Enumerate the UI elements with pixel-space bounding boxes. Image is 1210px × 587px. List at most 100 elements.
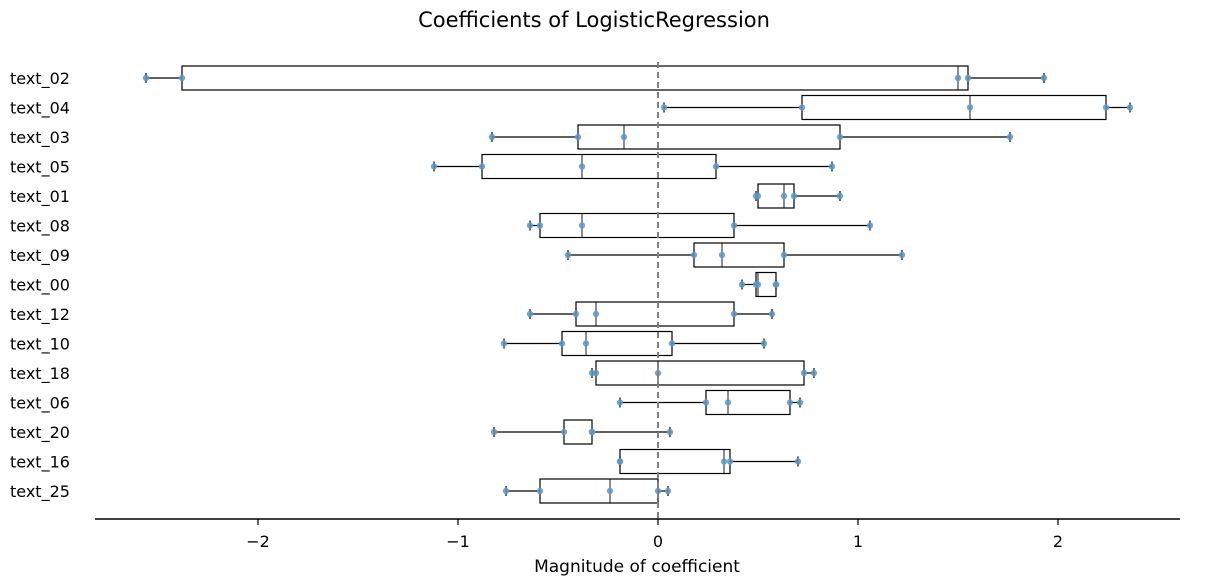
box-text_16 xyxy=(616,448,802,475)
y-tick-label: text_16 xyxy=(10,453,70,473)
data-point xyxy=(430,163,438,170)
y-tick-label: text_20 xyxy=(10,423,70,443)
box-text_01 xyxy=(752,183,844,209)
y-tick-label: text_18 xyxy=(10,364,70,384)
box-text_25 xyxy=(502,478,672,504)
data-point xyxy=(760,340,768,347)
data-point xyxy=(572,310,580,318)
data-point xyxy=(616,458,624,465)
box-text_02 xyxy=(142,65,1048,91)
box-text_05 xyxy=(430,153,836,180)
data-point xyxy=(800,369,808,377)
y-tick-label: text_03 xyxy=(10,128,70,148)
data-point xyxy=(702,399,710,406)
iqr-box xyxy=(563,419,593,445)
data-point xyxy=(712,163,720,170)
x-tick-label: 2 xyxy=(1053,532,1063,551)
data-point xyxy=(666,428,674,436)
data-point xyxy=(500,340,508,347)
data-point xyxy=(178,74,186,82)
iqr-box xyxy=(181,65,969,91)
data-point xyxy=(1102,104,1110,111)
iqr-box xyxy=(619,448,731,475)
data-point xyxy=(954,74,962,82)
y-tick-label: text_09 xyxy=(10,246,70,266)
data-point xyxy=(810,369,818,377)
data-point xyxy=(718,251,726,259)
data-point xyxy=(690,251,698,259)
y-tick-label: text_00 xyxy=(10,276,70,296)
iqr-box xyxy=(577,124,841,150)
y-tick-label: text_04 xyxy=(10,99,70,119)
y-axis-tick-labels: text_02 text_04 text_03 text_05 text_01 text_… xyxy=(10,69,70,502)
data-point xyxy=(606,487,614,495)
data-point xyxy=(754,281,762,288)
data-point xyxy=(828,163,836,170)
data-point xyxy=(720,458,728,465)
data-point xyxy=(836,133,844,141)
iqr-box xyxy=(575,301,735,327)
data-point xyxy=(574,133,582,141)
box-text_08 xyxy=(526,212,874,239)
data-point xyxy=(616,399,624,406)
x-tick-label: −2 xyxy=(246,532,270,551)
data-point xyxy=(654,487,662,495)
x-axis-ticks: −2 −1 0 1 2 xyxy=(246,519,1063,551)
data-point xyxy=(866,222,874,229)
box-text_18 xyxy=(588,360,818,386)
data-point xyxy=(836,192,844,200)
data-point xyxy=(620,133,628,141)
data-point xyxy=(490,428,498,436)
iqr-box xyxy=(539,212,735,239)
data-point xyxy=(592,369,600,377)
data-point xyxy=(558,340,566,347)
data-point xyxy=(796,399,804,406)
data-point xyxy=(898,251,906,259)
data-point xyxy=(786,399,794,406)
box-text_04 xyxy=(660,94,1134,121)
data-point xyxy=(588,428,596,436)
data-point xyxy=(798,104,806,111)
data-point xyxy=(726,458,734,465)
x-axis-label: Magnitude of coefficient xyxy=(534,557,740,577)
data-point xyxy=(578,163,586,170)
data-point xyxy=(730,310,738,318)
y-tick-label: text_12 xyxy=(10,305,70,325)
box-text_06 xyxy=(616,389,804,416)
box-text_10 xyxy=(500,330,768,357)
y-tick-label: text_06 xyxy=(10,394,70,414)
x-tick-label: 0 xyxy=(653,532,663,551)
y-tick-label: text_08 xyxy=(10,217,70,237)
data-point xyxy=(502,487,510,495)
data-point xyxy=(780,192,788,200)
box-text_09 xyxy=(564,242,906,268)
box-text_12 xyxy=(526,301,776,327)
data-point xyxy=(142,74,150,82)
data-point xyxy=(668,340,676,347)
data-point xyxy=(1040,74,1048,82)
data-point xyxy=(564,251,572,259)
data-point xyxy=(754,192,762,200)
box-text_03 xyxy=(488,124,1014,150)
box-text_20 xyxy=(490,419,674,445)
data-point xyxy=(526,222,534,229)
data-point xyxy=(536,487,544,495)
data-point xyxy=(780,251,788,259)
y-tick-label: text_10 xyxy=(10,335,70,355)
iqr-box xyxy=(481,153,717,180)
data-point xyxy=(488,133,496,141)
data-point xyxy=(560,428,568,436)
data-point xyxy=(582,340,590,347)
data-point xyxy=(730,222,738,229)
data-point xyxy=(478,163,486,170)
box-text_00 xyxy=(738,271,780,298)
y-tick-label: text_05 xyxy=(10,158,70,178)
data-point xyxy=(794,458,802,465)
data-point xyxy=(724,399,732,406)
iqr-box xyxy=(801,94,1107,121)
iqr-box xyxy=(693,242,785,268)
data-point xyxy=(790,192,798,200)
data-point xyxy=(660,104,668,111)
data-point xyxy=(768,310,776,318)
